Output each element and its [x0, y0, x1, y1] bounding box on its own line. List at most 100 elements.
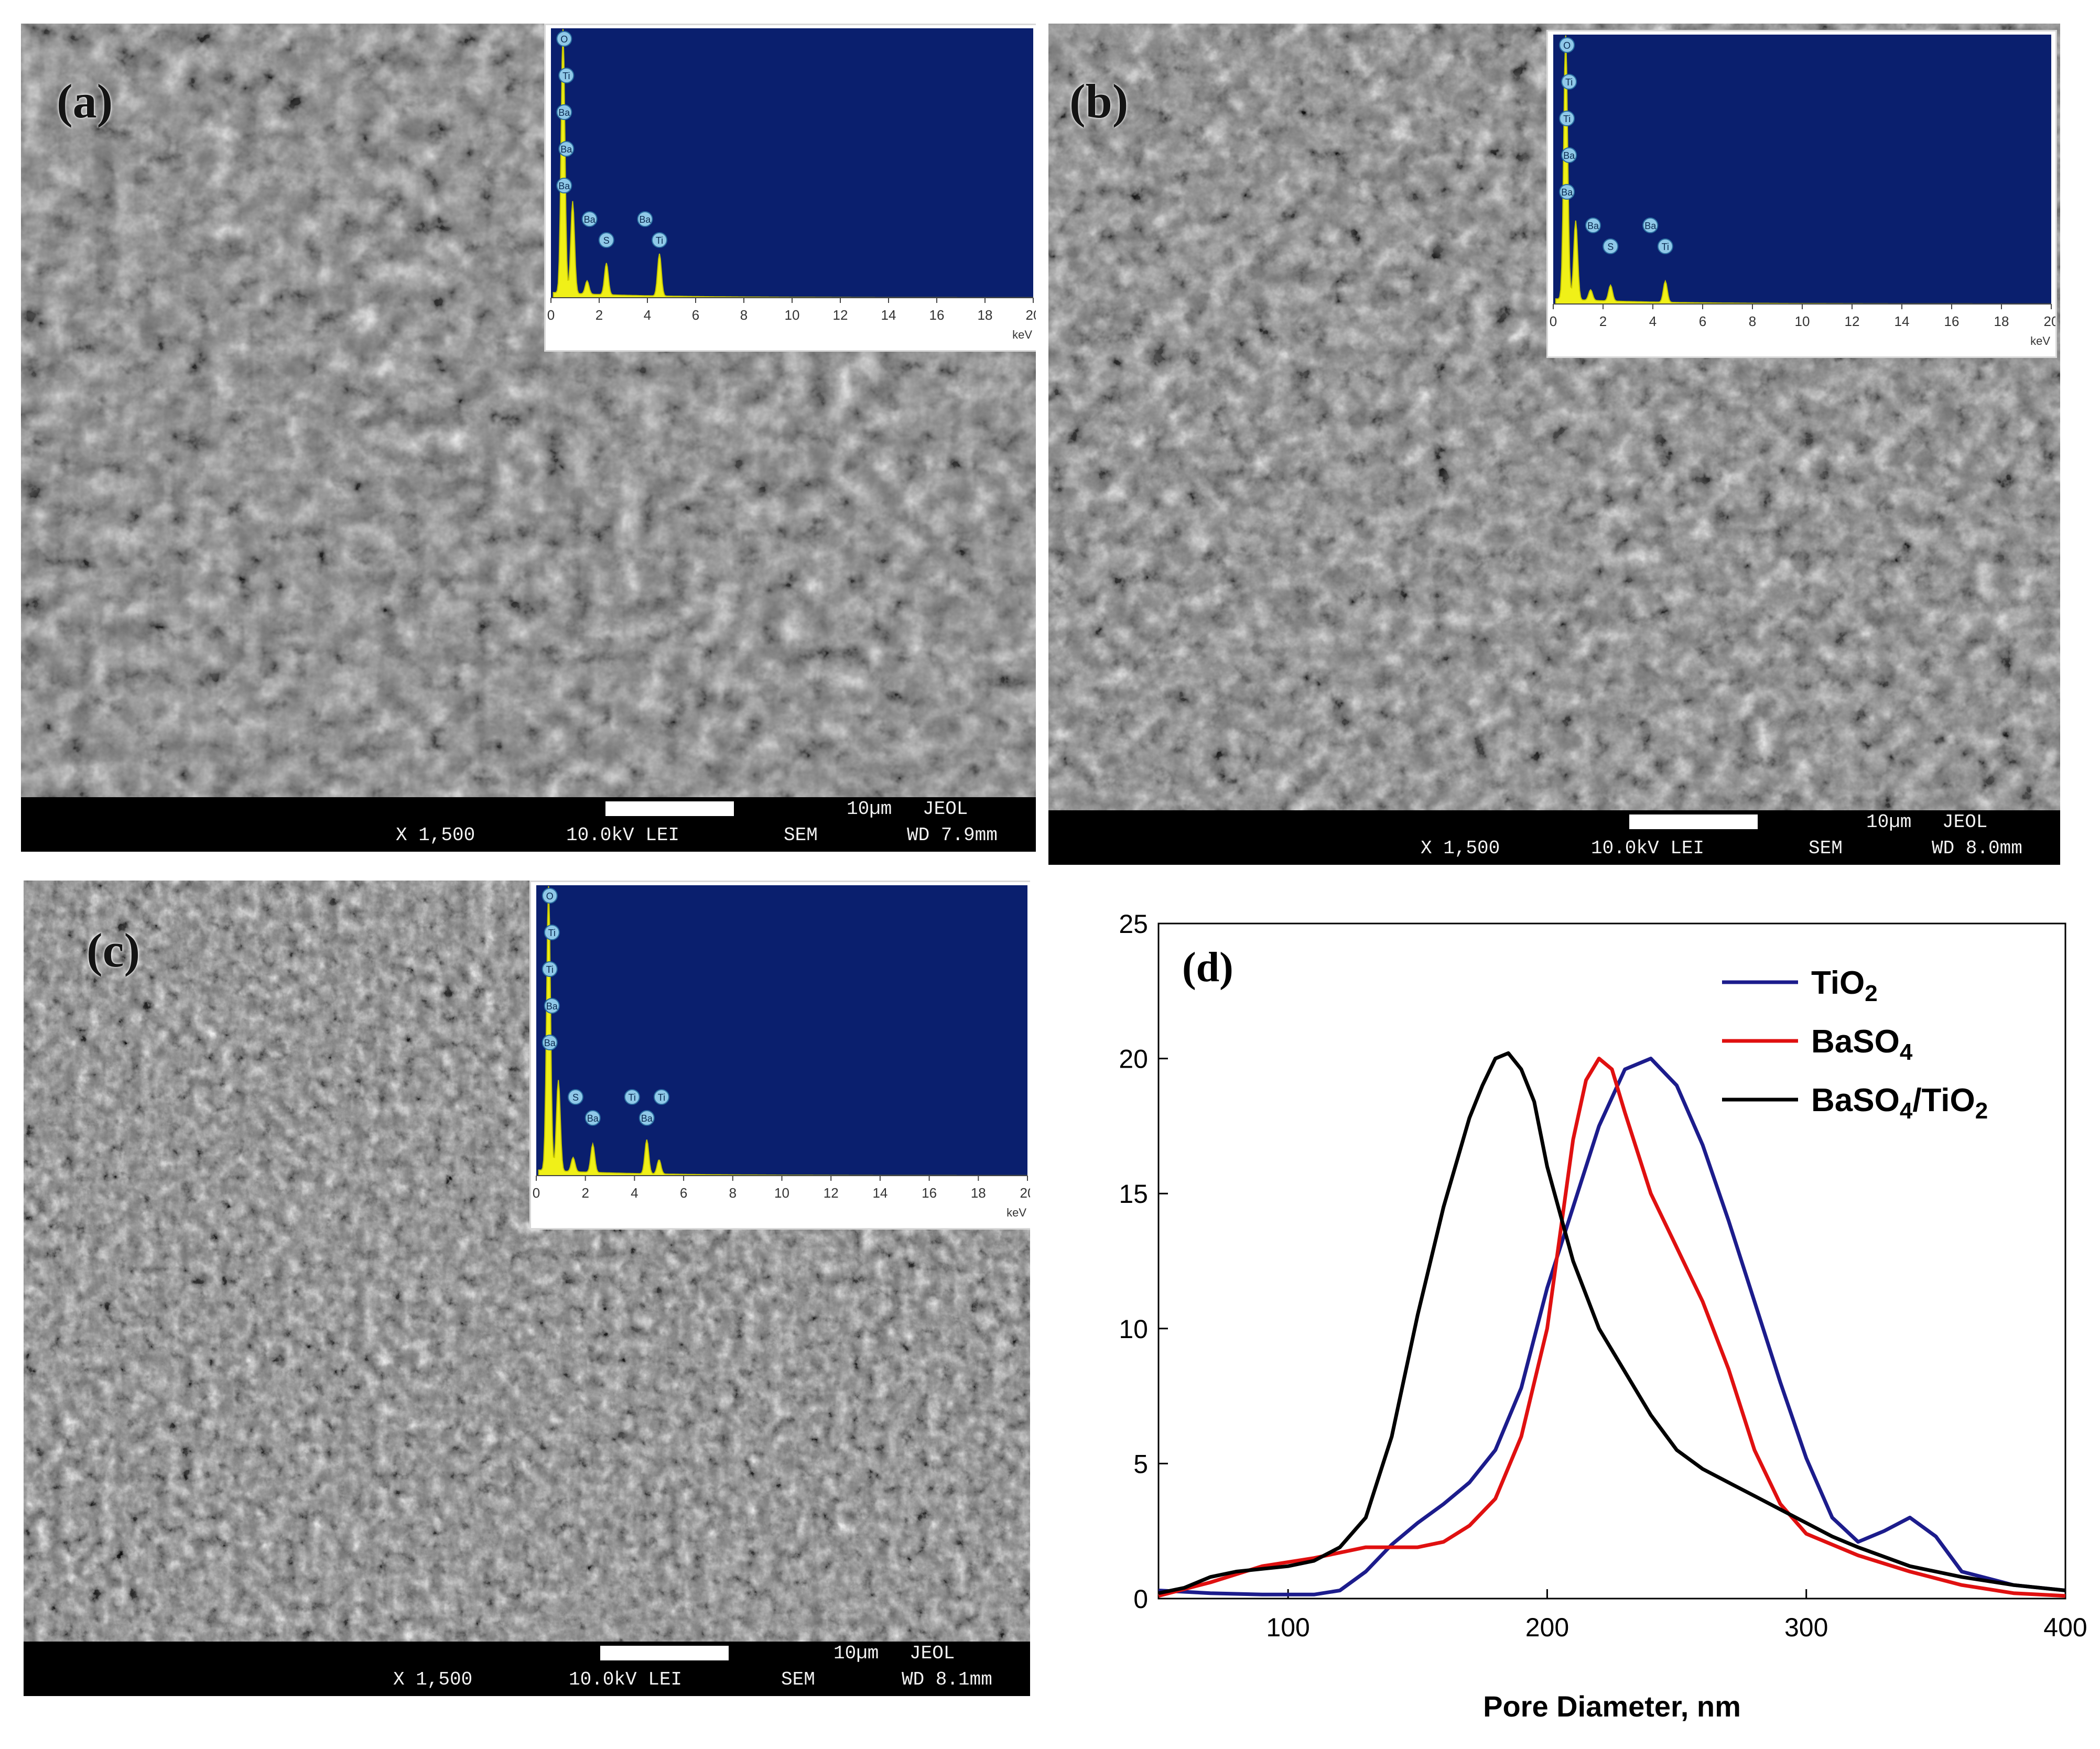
- panel-label-b: (b): [1069, 74, 1129, 128]
- sem-image-a: (a) O Ti Ba Ba Ba Ba S Ba Ti 0 2 4 6 8 10 12 14 16 18 20 keV…: [21, 24, 1036, 852]
- eds-tick-label: 12: [833, 307, 848, 323]
- eds-peak-marker: Ba: [1642, 218, 1659, 233]
- eds-tick-label: 14: [1895, 313, 1910, 329]
- eds-tick-label: 16: [922, 1185, 937, 1201]
- eds-peak-label: S: [572, 1092, 579, 1103]
- eds-peak-label: O: [560, 34, 568, 45]
- eds-peak-label: Ba: [1644, 221, 1657, 231]
- eds-unit-label: keV: [1006, 1206, 1026, 1219]
- eds-peak-label: Ba: [639, 214, 651, 225]
- y-tick-label: 20: [1119, 1045, 1148, 1074]
- legend-label: BaSO4: [1811, 1024, 1913, 1065]
- eds-tick-label: 18: [1994, 313, 2009, 329]
- eds-peak-label: Ti: [1565, 77, 1573, 88]
- eds-peak-label: Ti: [656, 235, 663, 246]
- panel-label-d: (d): [1182, 944, 1233, 991]
- eds-tick-label: 4: [631, 1185, 638, 1201]
- eds-tick-label: 14: [881, 307, 896, 323]
- eds-peak-label: Ba: [558, 181, 570, 191]
- eds-peak-marker: Ti: [653, 1089, 669, 1105]
- eds-peak-label: Ti: [1563, 114, 1571, 124]
- series-line-baso4-tio2: [1158, 1051, 2066, 1595]
- eds-tick-label: 20: [1020, 1185, 1030, 1201]
- magnification-c: X 1,500: [393, 1669, 473, 1690]
- plot-frame: [1157, 922, 2066, 1600]
- panel-label-c: (c): [86, 924, 140, 977]
- eds-peak-marker: Ba: [542, 1035, 558, 1050]
- eds-tick-label: 4: [1649, 313, 1657, 329]
- eds-tick-label: 8: [729, 1185, 737, 1201]
- eds-tick-label: 12: [1845, 313, 1860, 329]
- sem-image-b: (b) O Ti Ti Ba Ba Ba S Ba Ti 0 2 4 6 8 10 12 14 16 18 20 keV…: [1048, 24, 2060, 865]
- y-tick-label: 15: [1119, 1179, 1148, 1209]
- sem-info-bar-b: 10µm JEOL X 1,500 10.0kV LEI SEM WD 8.0m…: [1048, 810, 2060, 865]
- eds-peak-marker: Ba: [1559, 184, 1575, 200]
- eds-tick-label: 8: [740, 307, 748, 323]
- eds-spectrum-c: O Ti Ti Ba Ba S Ba Ti Ba Ti 0 2 4 6 8 10 12 14 16 18 20 keV: [529, 881, 1030, 1230]
- pore-size-chart: 0 5 10 15 20 25 100 200 300 400 Pore Diameter, nm (…: [1119, 909, 2087, 1723]
- panel-label-a: (a): [57, 74, 113, 128]
- eds-peak-marker: O: [1559, 37, 1575, 53]
- mode-c: SEM: [781, 1669, 815, 1690]
- eds-peak-marker: Ti: [652, 232, 667, 248]
- voltage-b: 10.0kV LEI: [1591, 838, 1705, 859]
- eds-peak-marker: Ba: [1585, 218, 1601, 233]
- eds-peak-marker: Ti: [624, 1089, 640, 1105]
- eds-peak-label: O: [546, 891, 554, 901]
- eds-peak-label: Ba: [587, 1113, 599, 1124]
- magnification-a: X 1,500: [396, 824, 475, 846]
- eds-peak-label: Ba: [544, 1038, 556, 1048]
- legend-label: TiO2: [1811, 965, 1878, 1006]
- eds-tick-label: 18: [978, 307, 993, 323]
- eds-peak-label: S: [1607, 242, 1614, 252]
- eds-peak-label: Ba: [546, 1001, 558, 1012]
- eds-tick-label: 10: [785, 307, 800, 323]
- eds-peak-marker: O: [556, 31, 572, 47]
- eds-peak-label: Ti: [562, 71, 570, 81]
- eds-peak-marker: S: [1603, 238, 1619, 254]
- scale-label-b: 10µm: [1866, 811, 1912, 833]
- eds-background: [1553, 35, 2051, 304]
- eds-tick-label: 18: [971, 1185, 986, 1201]
- eds-peak-label: Ti: [1662, 242, 1669, 252]
- eds-tick-label: 0: [533, 1185, 540, 1201]
- eds-tick-label: 2: [581, 1185, 589, 1201]
- eds-peak-marker: Ba: [581, 211, 598, 227]
- eds-peak-label: S: [603, 235, 610, 246]
- eds-peak-marker: Ti: [544, 925, 560, 940]
- voltage-c: 10.0kV LEI: [569, 1669, 683, 1690]
- eds-plot-b: O Ti Ti Ba Ba Ba S Ba Ti 0 2 4 6 8 10 12 14 16 18 20 keV: [1550, 35, 2055, 347]
- maker-label-b: JEOL: [1942, 811, 1988, 833]
- y-tick-label: 25: [1119, 909, 1148, 939]
- eds-peak-label: Ti: [546, 964, 554, 975]
- eds-peak-label: Ti: [629, 1092, 636, 1103]
- eds-tick-label: 6: [692, 307, 699, 323]
- eds-tick-label: 16: [929, 307, 945, 323]
- magnification-b: X 1,500: [1421, 838, 1500, 859]
- eds-peak-marker: S: [567, 1089, 583, 1105]
- eds-peak-label: Ba: [558, 107, 570, 118]
- eds-unit-label: keV: [2030, 334, 2050, 347]
- eds-peak-marker: Ti: [558, 68, 575, 83]
- eds-peak-marker: Ba: [637, 211, 653, 227]
- wd-a: WD 7.9mm: [907, 824, 998, 846]
- y-tick-label: 5: [1133, 1449, 1148, 1479]
- wd-b: WD 8.0mm: [1932, 838, 2022, 859]
- eds-unit-label: keV: [1012, 328, 1032, 341]
- eds-tick-label: 6: [680, 1185, 687, 1201]
- eds-background: [551, 28, 1033, 298]
- legend-label: BaSO4/TiO2: [1811, 1082, 1988, 1124]
- scale-bar-a: [605, 801, 734, 816]
- eds-peak-label: Ba: [1587, 221, 1599, 231]
- eds-tick-label: 20: [1026, 307, 1036, 323]
- eds-peak-label: Ba: [560, 144, 572, 155]
- scale-label-c: 10µm: [833, 1643, 879, 1664]
- eds-tick-label: 8: [1749, 313, 1756, 329]
- x-tick-label: 300: [1784, 1613, 1828, 1642]
- sem-info-bar-c: 10µm JEOL X 1,500 10.0kV LEI SEM WD 8.1m…: [24, 1642, 1030, 1696]
- eds-plot-a: O Ti Ba Ba Ba Ba S Ba Ti 0 2 4 6 8 10 12 14 16 18 20 keV: [547, 28, 1036, 341]
- eds-peak-label: Ti: [548, 928, 556, 938]
- eds-peak-label: Ba: [641, 1113, 653, 1124]
- eds-peak-marker: O: [542, 888, 558, 904]
- eds-peak-marker: Ti: [1559, 111, 1575, 126]
